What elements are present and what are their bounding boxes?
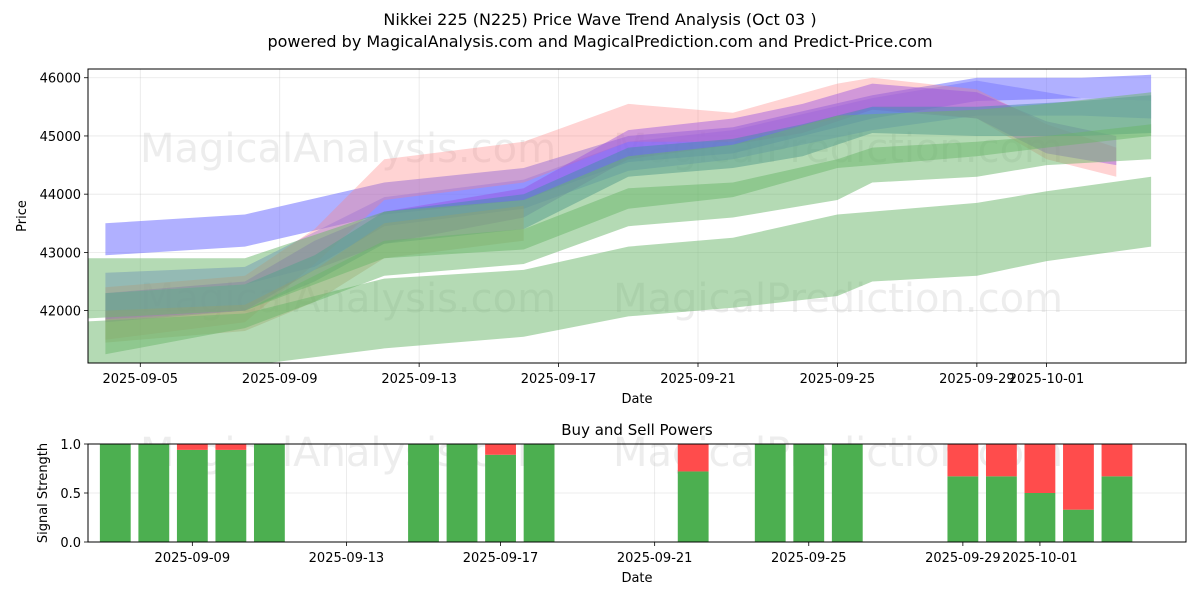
buy-bar [176,449,208,542]
power-x-tick-label: 2025-09-09 [155,551,231,566]
power-x-tick-label: 2025-09-17 [463,551,539,566]
buy-bar [446,444,478,542]
power-x-axis-label: Date [621,571,652,586]
sell-bar [947,444,979,477]
price-y-tick-label: 42000 [40,305,81,320]
buy-bar [138,444,170,542]
price-panel: MagicalAnalysis.com MagicalPrediction.co… [15,68,1187,407]
price-y-tick-label: 43000 [40,246,81,261]
price-x-axis-label: Date [621,392,652,407]
price-y-tick-label: 45000 [40,130,81,145]
price-band [105,74,1152,256]
power-x-ticks: 2025-09-09 2025-09-13 2025-09-17 2025-09-21… [155,542,1078,566]
price-x-tick-label: 2025-09-25 [800,372,876,387]
buy-bar [947,476,979,542]
price-x-tick-label: 2025-09-29 [939,372,1015,387]
power-chart-title: Buy and Sell Powers [561,421,713,439]
power-y-ticks: 0.0 0.5 1.0 [60,438,88,551]
price-y-ticks: 42000 43000 44000 45000 46000 [40,72,88,320]
power-y-tick-label: 0.5 [60,487,81,502]
power-x-tick-label: 2025-10-01 [1002,551,1078,566]
price-x-tick-label: 2025-10-01 [1009,372,1085,387]
power-x-tick-label: 2025-09-29 [925,551,1001,566]
buy-bar [1063,509,1094,542]
buy-bar [253,444,285,542]
buy-bar [677,471,709,542]
sell-bar [215,444,247,450]
sell-bar [985,444,1017,477]
buy-bar [408,444,439,542]
price-x-tick-label: 2025-09-05 [103,372,179,387]
price-x-tick-label: 2025-09-13 [381,372,457,387]
price-band [88,176,1152,363]
buy-bar [99,444,131,542]
price-y-tick-label: 46000 [40,72,81,87]
power-y-tick-label: 1.0 [60,438,81,453]
power-bars [99,444,1133,542]
chart-title-line2: powered by MagicalAnalysis.com and Magic… [267,32,933,51]
buy-bar [523,444,555,542]
price-y-axis-label: Price [15,200,30,232]
price-x-tick-label: 2025-09-09 [242,372,318,387]
buy-bar [1101,476,1133,542]
power-panel: Buy and Sell Powers MagicalAnalysis.com … [36,421,1187,586]
power-x-tick-label: 2025-09-25 [771,551,847,566]
power-x-tick-label: 2025-09-21 [617,551,693,566]
buy-bar [754,444,786,542]
power-y-tick-label: 0.0 [60,536,81,551]
price-bands [88,74,1152,363]
price-x-ticks: 2025-09-05 2025-09-09 2025-09-13 2025-09-17… [103,363,1085,387]
watermark-text: MagicalAnalysis.com [140,126,556,172]
sell-bar [485,444,516,455]
chart-title-line1: Nikkei 225 (N225) Price Wave Trend Analy… [383,10,817,29]
price-axes-frame [87,68,1187,364]
buy-bar [793,444,825,542]
buy-bar [215,449,247,542]
buy-bar [985,476,1017,542]
price-y-tick-label: 44000 [40,188,81,203]
sell-bar [677,444,709,472]
buy-bar [1024,493,1056,542]
sell-bar [1024,444,1056,493]
sell-bar [1101,444,1133,477]
buy-bar [485,454,516,542]
sell-bar [1063,444,1094,510]
price-x-tick-label: 2025-09-17 [521,372,597,387]
price-x-tick-label: 2025-09-21 [660,372,736,387]
power-x-tick-label: 2025-09-13 [309,551,385,566]
buy-bar [831,444,863,542]
sell-bar [176,444,208,450]
power-y-axis-label: Signal Strength [36,443,51,543]
